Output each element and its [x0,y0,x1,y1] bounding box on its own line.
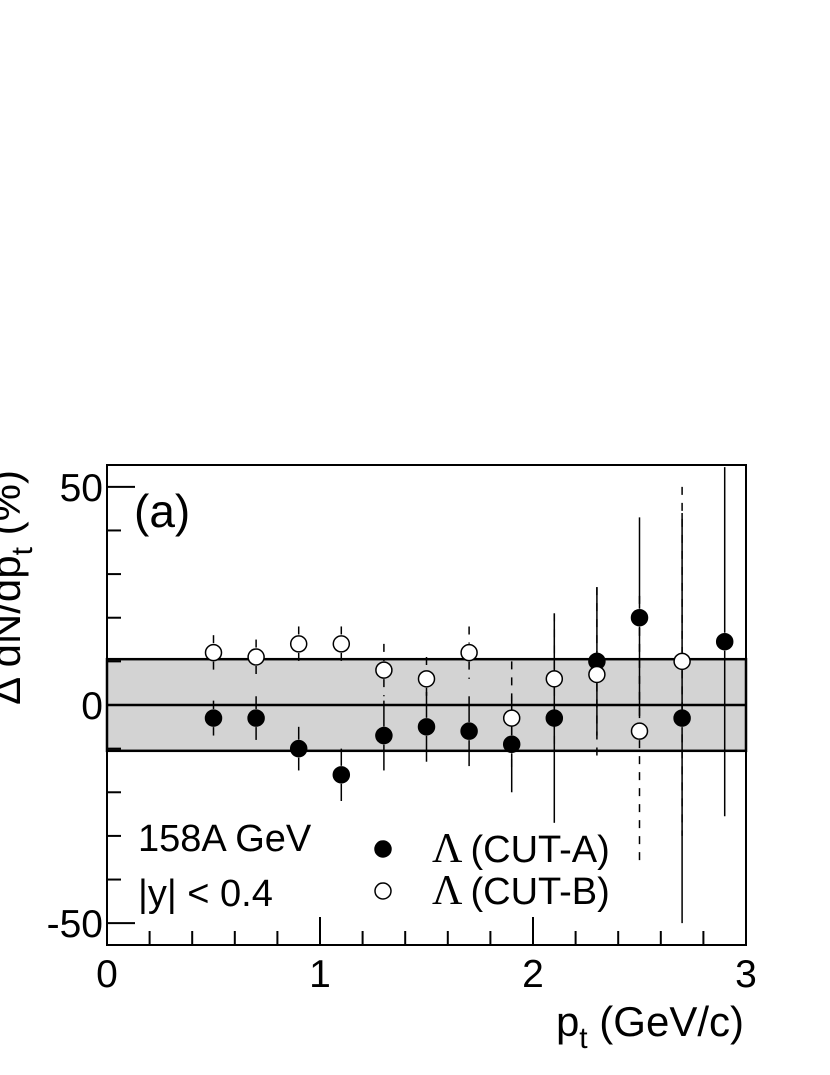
rapidity-annotation: |y| < 0.4 [138,873,273,915]
x-axis-title-unit: (GeV/c) [588,998,744,1045]
legend: Λ (CUT-A) Λ (CUT-B) [374,826,610,914]
data-point [247,709,265,727]
legend-marker-cut-a [374,840,392,858]
data-point [375,661,393,679]
x-tick-label: 1 [309,953,331,996]
data-point [204,643,223,662]
data-point [204,709,223,727]
data-point [332,766,351,784]
data-point [502,709,521,727]
data-point [715,632,734,651]
y-tick-label: 50 [60,467,103,510]
panel-label: (a) [134,485,190,537]
data-point [289,739,308,758]
data-point [460,722,478,740]
data-point [375,726,393,745]
y-tick-label: 0 [81,685,103,728]
legend-symbol-cut-a: Λ [432,826,463,872]
data-point [417,670,436,688]
data-point [289,635,308,653]
x-tick-label: 3 [735,953,757,996]
energy-annotation: 158A GeV [138,818,312,860]
x-tick-label: 0 [96,953,118,996]
y-tick-label: -50 [47,903,103,946]
x-tick-label: 2 [522,953,544,996]
series-cut-b [204,486,691,867]
legend-label-cut-b: (CUT-B) [470,871,609,913]
data-point [673,652,691,671]
data-point [332,635,351,653]
legend-symbol-cut-b: Λ [432,868,463,914]
x-axis-title-main: p [556,998,579,1045]
data-point [545,670,564,688]
legend-entry-cut-a: Λ (CUT-A) [432,826,610,872]
axis-ticks [106,485,747,945]
legend-entry-cut-b: Λ (CUT-B) [432,868,610,914]
y-axis-title: Δ dN/dpt (%) [0,470,39,705]
series-cut-a [204,467,734,924]
data-point [630,722,649,740]
data-point [588,665,606,684]
data-series [204,467,734,924]
y-axis-title-main: Δ dN/dp [0,555,29,704]
data-point [460,643,478,662]
x-axis-title: pt (GeV/c) [556,998,744,1055]
data-point [417,718,436,736]
y-axis-title-sub: t [6,546,39,555]
data-point [247,648,265,666]
legend-label-cut-a: (CUT-A) [470,829,609,871]
tick-labels: 0 1 2 3 -50 0 50 [47,467,757,996]
x-axis-title-sub: t [579,1022,588,1055]
legend-marker-cut-b [374,882,392,900]
y-axis-title-unit: (%) [0,470,29,547]
plot-frame [106,464,747,946]
